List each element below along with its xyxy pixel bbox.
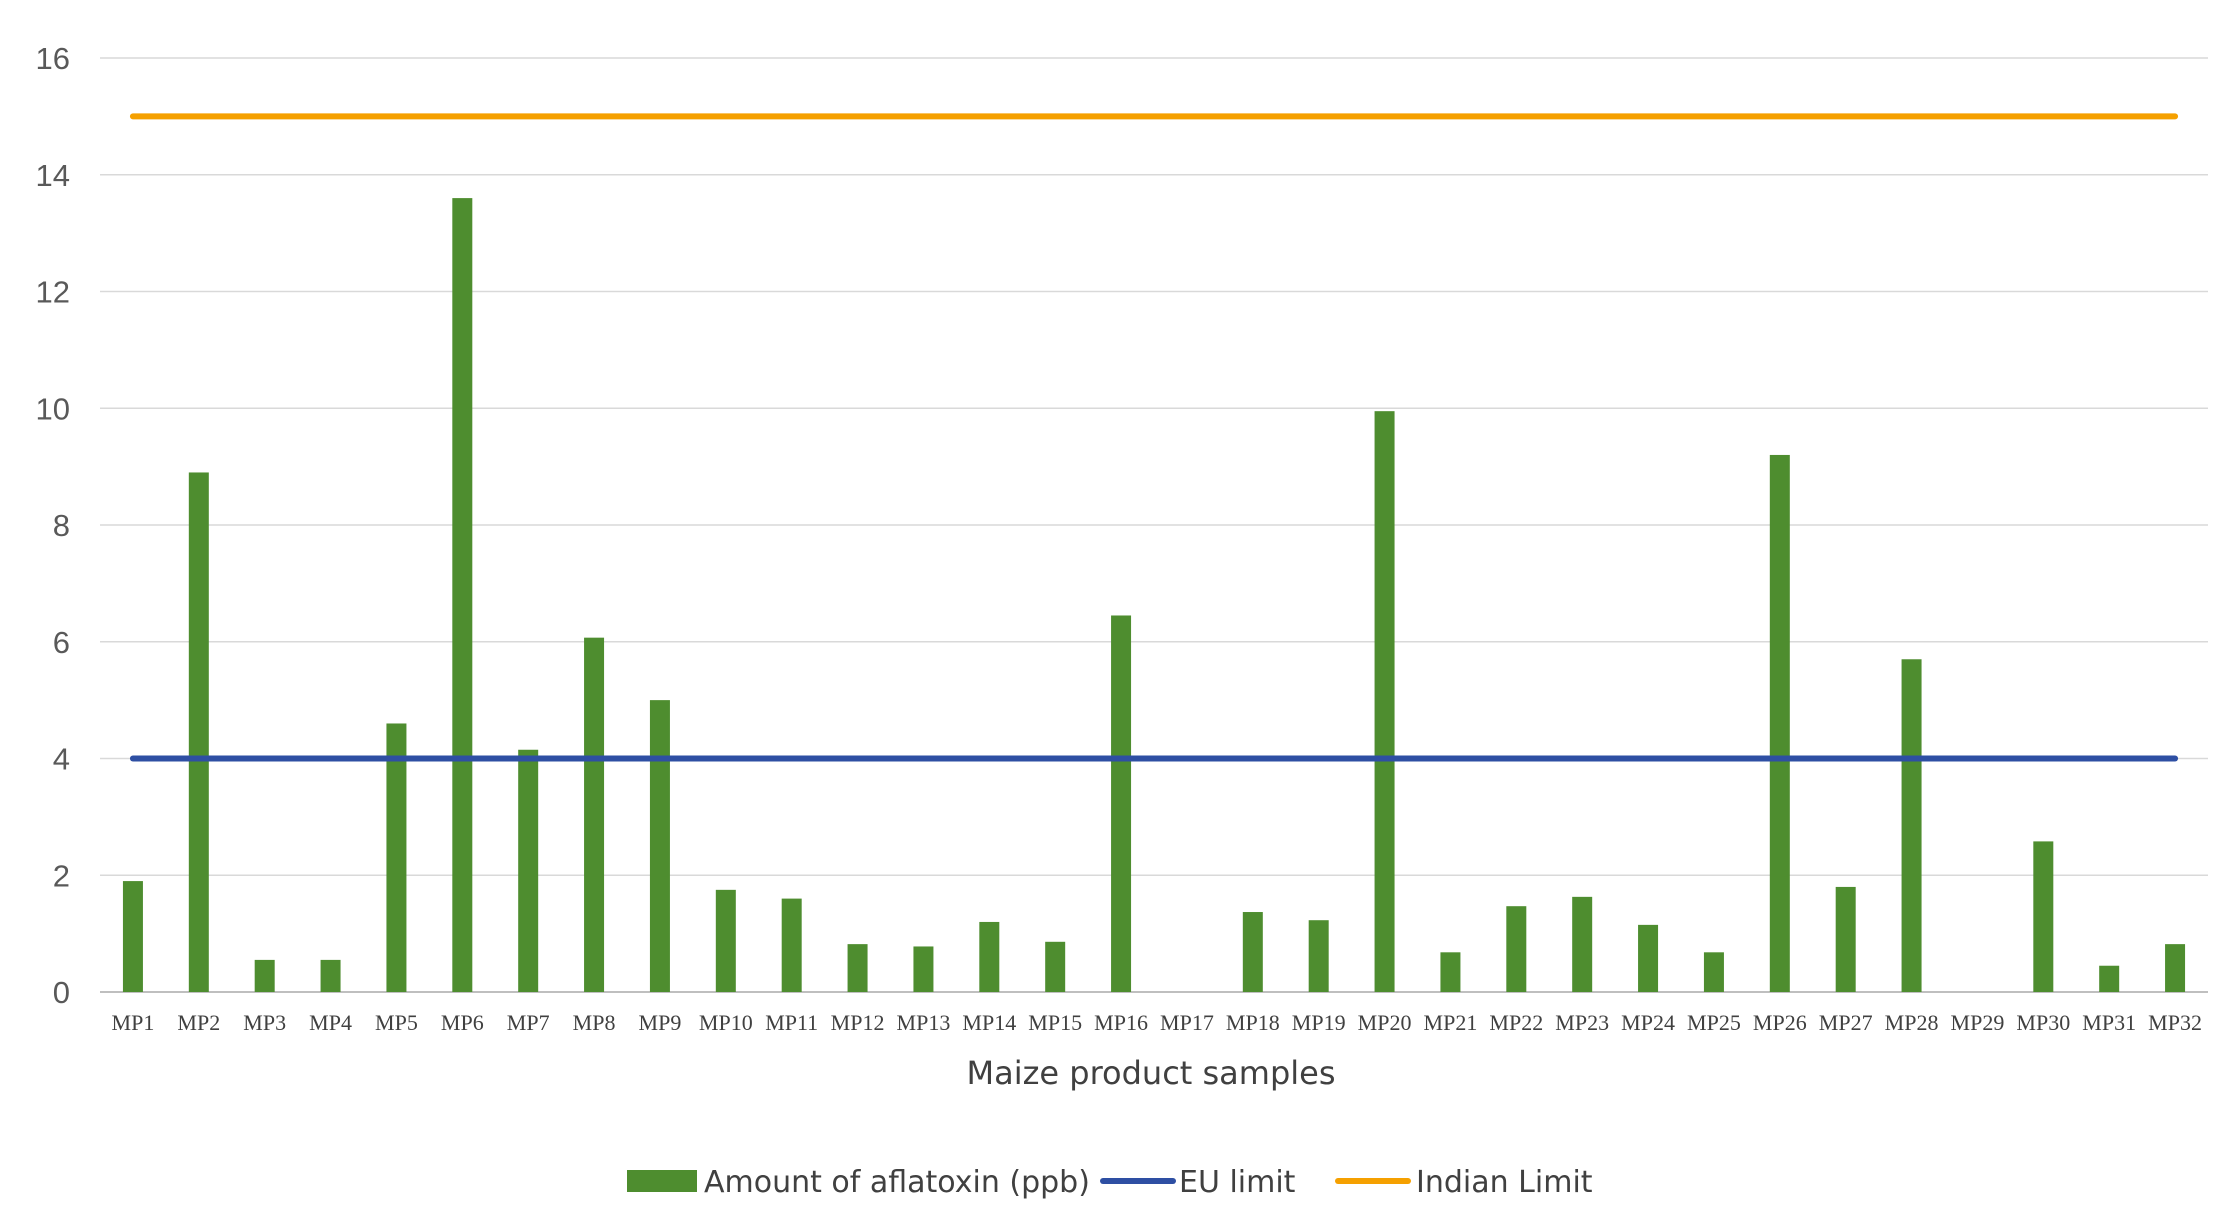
- x-tick-label: MP31: [2082, 1010, 2136, 1035]
- aflatoxin-bar: [1374, 411, 1395, 992]
- x-tick-label: MP4: [309, 1010, 352, 1035]
- y-tick-label: 12: [36, 275, 70, 310]
- aflatoxin-bar: [1835, 886, 1856, 992]
- y-tick-label: 8: [53, 508, 70, 543]
- x-tick-label: MP13: [897, 1010, 951, 1035]
- legend-item-aflatoxin: Amount of aflatoxin (ppb): [704, 1165, 1090, 1200]
- x-tick-label: MP20: [1358, 1010, 1412, 1035]
- x-tick-label: MP7: [507, 1010, 550, 1035]
- aflatoxin-bar: [1045, 941, 1066, 992]
- legend-item-indian-limit: Indian Limit: [1416, 1165, 1593, 1200]
- x-tick-label: MP9: [639, 1010, 682, 1035]
- aflatoxin-bar: [715, 889, 736, 992]
- x-tick-label: MP24: [1621, 1010, 1675, 1035]
- x-tick-label: MP10: [699, 1010, 753, 1035]
- y-tick-label: 6: [53, 625, 70, 660]
- x-tick-label: MP23: [1555, 1010, 1609, 1035]
- x-axis-title: Maize product samples: [966, 1054, 1335, 1092]
- x-tick-label: MP27: [1819, 1010, 1873, 1035]
- aflatoxin-bar: [1572, 896, 1593, 992]
- aflatoxin-bar: [2099, 965, 2120, 992]
- x-tick-label: MP22: [1489, 1010, 1543, 1035]
- x-tick-label: MP5: [375, 1010, 418, 1035]
- x-tick-label: MP25: [1687, 1010, 1741, 1035]
- aflatoxin-bar: [1703, 952, 1724, 992]
- x-tick-label: MP16: [1094, 1010, 1148, 1035]
- aflatoxin-bar: [254, 959, 275, 992]
- aflatoxin-bar: [979, 921, 1000, 992]
- aflatoxin-bar: [1308, 920, 1329, 992]
- line-series: [129, 113, 2179, 762]
- x-tick-label: MP32: [2148, 1010, 2202, 1035]
- y-tick-label: 10: [36, 391, 70, 426]
- x-tick-label: MP8: [573, 1010, 616, 1035]
- x-axis-ticks: MP1 MP2 MP3 MP4 MP5 MP6 MP7 MP8 MP9 MP10 MP11 MP12 M…: [112, 1010, 2202, 1035]
- aflatoxin-bar: [649, 700, 670, 992]
- x-tick-label: MP26: [1753, 1010, 1807, 1035]
- legend-swatch: [627, 1170, 697, 1192]
- aflatoxin-bar: [1111, 615, 1132, 992]
- x-tick-label: MP29: [1951, 1010, 2005, 1035]
- y-tick-label: 0: [53, 975, 70, 1010]
- grid-layer: [100, 57, 2208, 993]
- aflatoxin-bar: [1769, 454, 1790, 992]
- y-tick-label: 4: [53, 742, 70, 777]
- aflatoxin-bar: [781, 898, 802, 992]
- y-tick-label: 14: [36, 158, 70, 193]
- aflatoxin-bar: [2033, 841, 2054, 992]
- x-tick-label: MP15: [1028, 1010, 1082, 1035]
- x-tick-label: MP3: [243, 1010, 286, 1035]
- aflatoxin-bar: [1440, 952, 1461, 992]
- aflatoxin-bar: [1638, 924, 1659, 992]
- aflatoxin-bar: [1242, 912, 1263, 992]
- x-tick-label: MP1: [112, 1010, 155, 1035]
- x-tick-label: MP17: [1160, 1010, 1214, 1035]
- y-tick-label: 2: [53, 858, 70, 893]
- aflatoxin-bar: [1901, 659, 1922, 992]
- legend-item-eu-limit: EU limit: [1179, 1165, 1296, 1200]
- aflatoxin-bar: [320, 959, 341, 992]
- aflatoxin-bar: [2165, 944, 2186, 992]
- x-tick-label: MP18: [1226, 1010, 1280, 1035]
- aflatoxin-bar: [913, 946, 934, 992]
- x-tick-label: MP28: [1885, 1010, 1939, 1035]
- aflatoxin-bar: [452, 198, 473, 993]
- bar-series: [122, 198, 2186, 993]
- x-tick-label: MP12: [831, 1010, 885, 1035]
- aflatoxin-bar: [847, 944, 868, 992]
- x-tick-label: MP21: [1424, 1010, 1478, 1035]
- x-tick-label: MP6: [441, 1010, 484, 1035]
- aflatoxin-bar: [1506, 906, 1527, 992]
- x-tick-label: MP14: [962, 1010, 1016, 1035]
- aflatoxin-bar: [122, 881, 143, 992]
- y-tick-label: 16: [36, 41, 70, 76]
- y-axis-ticks: 0 2 4 6 8 10 12 14 16: [36, 41, 70, 1010]
- aflatoxin-bar: [386, 723, 407, 992]
- x-tick-label: MP2: [177, 1010, 220, 1035]
- aflatoxin-bar: [518, 749, 539, 992]
- x-tick-label: MP30: [2016, 1010, 2070, 1035]
- aflatoxin-bar: [188, 472, 209, 992]
- x-tick-label: MP19: [1292, 1010, 1346, 1035]
- aflatoxin-bar: [584, 637, 605, 992]
- x-tick-label: MP11: [765, 1010, 818, 1035]
- legend: Amount of aflatoxin (ppb) EU limit Indian …: [627, 1165, 1593, 1200]
